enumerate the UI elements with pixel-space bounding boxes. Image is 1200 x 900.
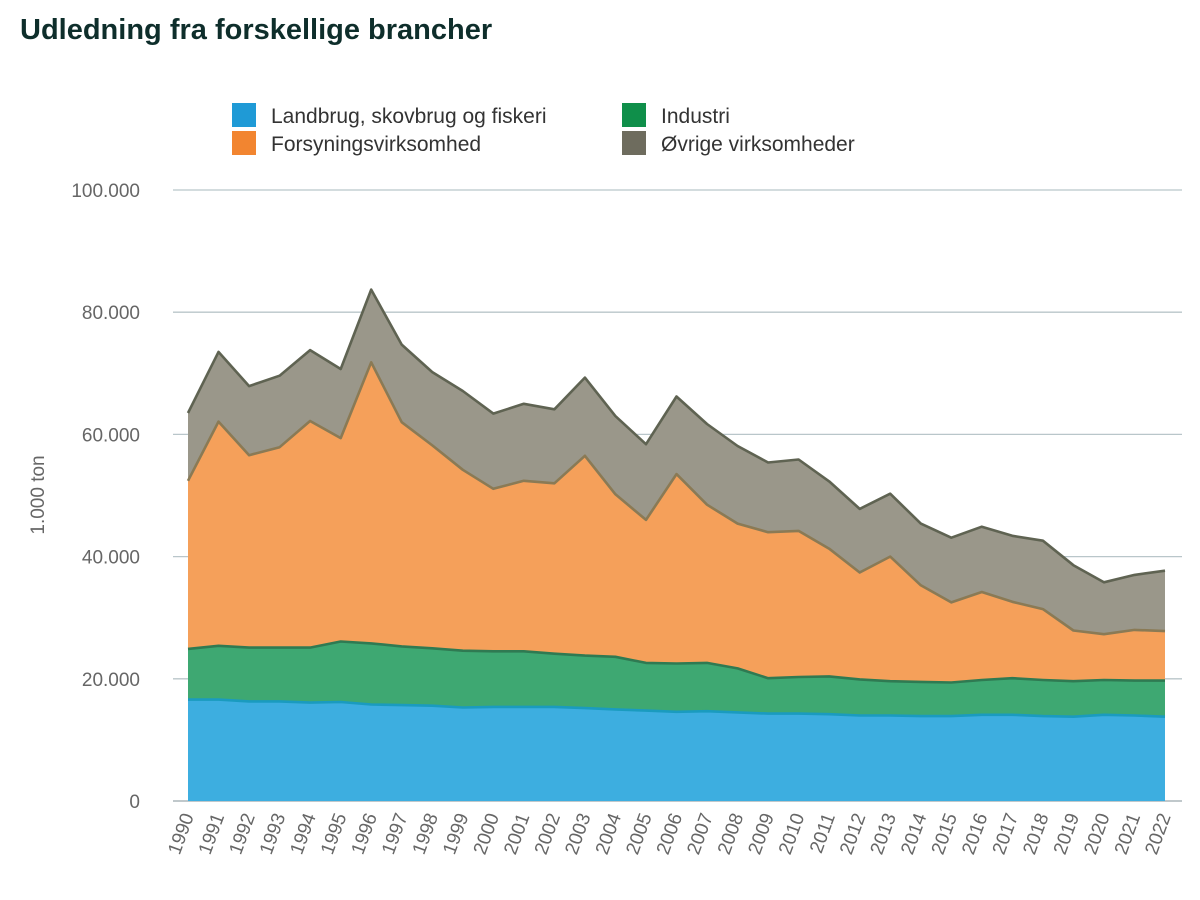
- chart-title: Udledning fra forskellige brancher: [20, 14, 493, 46]
- x-tick-label: 2013: [867, 811, 901, 858]
- x-tick-label: 1998: [409, 811, 443, 858]
- x-tick-label: 1997: [378, 811, 412, 858]
- legend-item: Industri: [622, 103, 730, 128]
- legend-label: Øvrige virksomheder: [661, 133, 855, 156]
- x-tick-label: 1993: [256, 811, 290, 858]
- y-tick-label: 80.000: [82, 303, 140, 324]
- legend-label: Industri: [661, 105, 730, 128]
- legend-item: Forsyningsvirksomhed: [232, 131, 481, 156]
- x-tick-label: 2017: [989, 811, 1023, 858]
- x-tick-label: 2016: [958, 811, 992, 858]
- x-tick-label: 1996: [348, 811, 382, 858]
- legend-swatch: [232, 131, 256, 155]
- x-tick-label: 2012: [836, 811, 870, 858]
- area-øvrige-virksomheder: [188, 289, 1165, 635]
- x-tick-label: 2001: [500, 811, 534, 858]
- x-tick-label: 2008: [714, 811, 748, 858]
- x-tick-label: 2002: [531, 811, 565, 858]
- x-tick-label: 2020: [1080, 811, 1114, 858]
- legend-item: Landbrug, skovbrug og fiskeri: [232, 103, 547, 128]
- area-landbrug-skovbrug-og-fiskeri: [188, 699, 1165, 801]
- x-tick-label: 2011: [806, 811, 840, 857]
- legend-swatch: [622, 103, 646, 127]
- y-tick-label: 100.000: [71, 181, 140, 202]
- x-tick-label: 2007: [684, 811, 718, 858]
- x-tick-label: 2003: [561, 811, 595, 858]
- x-tick-label: 1999: [439, 811, 473, 858]
- x-tick-label: 2022: [1142, 811, 1176, 858]
- y-tick-label: 0: [129, 792, 140, 813]
- x-tick-label: 2014: [897, 810, 931, 857]
- line-landbrug-skovbrug-og-fiskeri: [188, 698, 1166, 718]
- legend: Landbrug, skovbrug og fiskeri Industri For…: [232, 103, 855, 156]
- x-tick-label: 2019: [1050, 811, 1084, 858]
- legend-swatch: [232, 103, 256, 127]
- legend-label: Forsyningsvirksomhed: [271, 133, 481, 156]
- area-forsyningsvirksomhed: [188, 362, 1165, 683]
- legend-swatch: [622, 131, 646, 155]
- y-tick-label: 40.000: [82, 548, 140, 569]
- line-forsyningsvirksomhed: [186, 361, 1166, 636]
- x-tick-label: 1994: [287, 810, 321, 857]
- series-areas: [188, 289, 1165, 801]
- x-tick-label: 2005: [623, 811, 657, 858]
- legend-item: Øvrige virksomheder: [622, 131, 855, 156]
- y-tick-label: 60.000: [82, 425, 140, 446]
- x-tick-label: 2004: [592, 810, 626, 857]
- x-tick-label: 1992: [226, 811, 260, 858]
- x-tick-label: 2018: [1019, 811, 1053, 858]
- line-industri: [187, 640, 1165, 684]
- x-tick-label: 2000: [470, 811, 504, 858]
- area-industri: [188, 641, 1165, 717]
- x-axis-ticks: 1990199119921993199419951996199719981999…: [165, 810, 1176, 857]
- x-tick-label: 2010: [775, 811, 809, 858]
- x-tick-label: 1990: [165, 811, 199, 858]
- x-tick-label: 2006: [653, 811, 687, 858]
- x-tick-label: 1991: [195, 811, 229, 858]
- series-lines: [186, 288, 1166, 718]
- x-tick-label: 1995: [317, 811, 351, 858]
- x-tick-label: 2021: [1111, 811, 1145, 858]
- y-axis-title: 1.000 ton: [28, 455, 49, 534]
- x-tick-label: 2009: [745, 811, 779, 858]
- y-tick-label: 20.000: [82, 670, 140, 691]
- legend-label: Landbrug, skovbrug og fiskeri: [271, 105, 547, 128]
- x-tick-label: 2015: [928, 811, 962, 858]
- y-axis-ticks: 0 20.000 40.000 60.000 80.000 100.000: [71, 181, 140, 813]
- line-øvrige-virksomheder: [186, 288, 1166, 584]
